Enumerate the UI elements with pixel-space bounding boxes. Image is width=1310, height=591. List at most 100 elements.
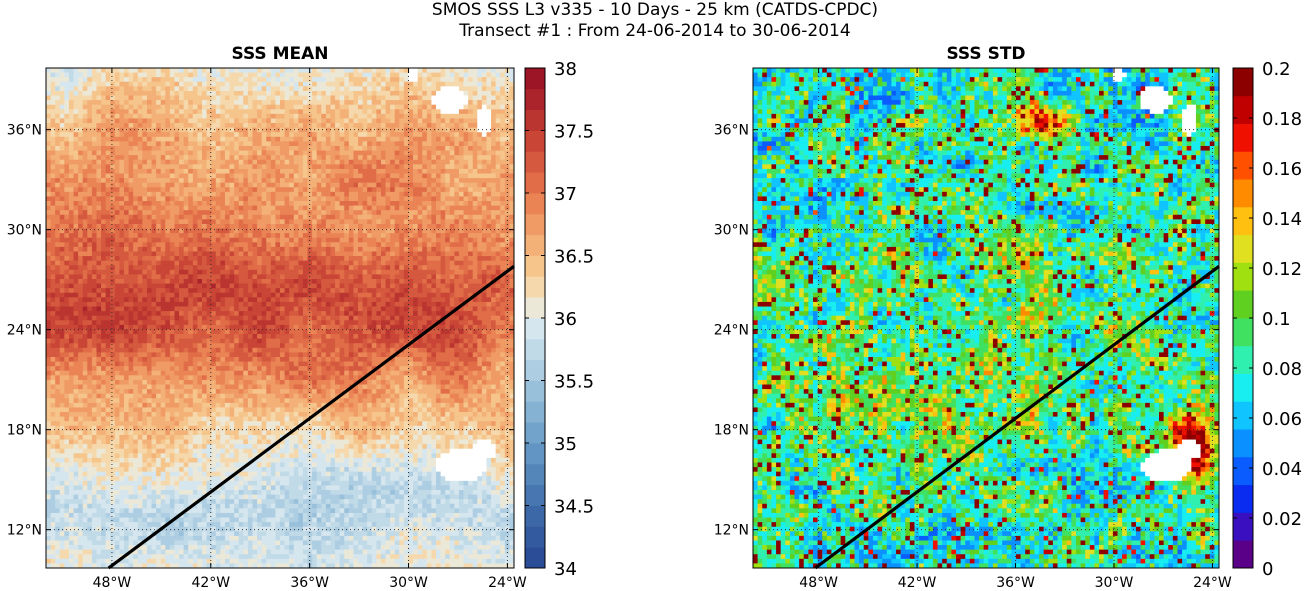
heatmap-cell: [339, 123, 345, 129]
heatmap-cell: [101, 68, 107, 74]
heatmap-cell: [403, 173, 409, 179]
heatmap-cell: [206, 210, 212, 216]
heatmap-cell: [293, 178, 299, 184]
heatmap-cell: [96, 68, 102, 74]
heatmap-cell: [330, 127, 336, 133]
heatmap-cell: [298, 219, 304, 225]
heatmap-cell: [293, 150, 299, 156]
heatmap-cell: [101, 100, 107, 106]
heatmap-cell: [238, 104, 244, 110]
heatmap-cell: [330, 77, 336, 83]
heatmap-cell: [431, 68, 437, 74]
heatmap-cell: [243, 173, 249, 179]
heatmap-cell: [449, 210, 455, 216]
heatmap-cell: [486, 182, 492, 188]
heatmap-cell: [142, 178, 148, 184]
heatmap-cell: [445, 95, 451, 101]
heatmap-cell: [431, 95, 437, 101]
heatmap-cell: [257, 246, 263, 252]
heatmap-cell: [101, 159, 107, 165]
heatmap-cell: [224, 77, 231, 83]
heatmap-cell: [353, 214, 359, 220]
heatmap-cell: [468, 68, 474, 74]
heatmap-cell: [179, 233, 185, 239]
heatmap-cell: [307, 187, 313, 193]
heatmap-cell: [50, 219, 56, 225]
heatmap-cell: [468, 223, 474, 230]
heatmap-cell: [211, 283, 217, 289]
heatmap-cell: [124, 90, 130, 97]
heatmap-cell: [458, 100, 465, 106]
heatmap-cell: [202, 81, 208, 87]
heatmap-cell: [312, 164, 318, 170]
heatmap-cell: [261, 81, 267, 87]
heatmap-cell: [302, 159, 309, 165]
heatmap-cell: [110, 265, 116, 271]
heatmap-cell: [445, 223, 451, 230]
heatmap-cell: [137, 251, 143, 257]
heatmap-cell: [348, 150, 354, 156]
heatmap-cell: [270, 256, 276, 262]
heatmap-cell: [500, 113, 506, 119]
heatmap-cell: [206, 159, 212, 165]
heatmap-cell: [312, 205, 318, 211]
heatmap-cell: [247, 168, 253, 175]
heatmap-cell: [325, 205, 331, 211]
heatmap-cell: [270, 219, 276, 225]
heatmap-cell: [270, 155, 276, 161]
heatmap-cell: [142, 214, 148, 220]
heatmap-cell: [188, 223, 194, 230]
heatmap-cell: [105, 81, 111, 87]
heatmap-cell: [234, 118, 240, 124]
heatmap-cell: [431, 109, 437, 115]
heatmap-cell: [211, 68, 217, 74]
heatmap-cell: [243, 104, 249, 110]
heatmap-cell: [46, 109, 52, 115]
heatmap-cell: [247, 145, 253, 152]
heatmap-cell: [504, 256, 510, 262]
heatmap-cell: [110, 100, 116, 106]
heatmap-cell: [358, 127, 364, 133]
heatmap-cell: [504, 77, 510, 83]
heatmap-cell: [321, 123, 327, 129]
heatmap-cell: [105, 90, 111, 97]
heatmap-cell: [64, 77, 70, 83]
heatmap-cell: [215, 86, 221, 92]
heatmap-cell: [64, 173, 70, 179]
heatmap-cell: [486, 251, 492, 257]
heatmap-cell: [215, 187, 221, 193]
heatmap-cell: [280, 260, 286, 266]
heatmap-cell: [87, 104, 93, 110]
heatmap-cell: [119, 141, 125, 147]
heatmap-cell: [458, 159, 465, 165]
heatmap-cell: [422, 81, 428, 87]
heatmap-cell: [50, 81, 56, 87]
heatmap-cell: [105, 205, 111, 211]
heatmap-cell: [165, 256, 171, 262]
heatmap-cell: [211, 168, 217, 175]
heatmap-cell: [509, 279, 515, 285]
heatmap-cell: [284, 265, 290, 271]
heatmap-cell: [68, 127, 75, 133]
heatmap-cell: [192, 219, 198, 225]
heatmap-cell: [114, 72, 120, 78]
heatmap-cell: [403, 223, 409, 230]
heatmap-cell: [280, 173, 286, 179]
heatmap-cell: [275, 145, 281, 152]
heatmap-cell: [458, 269, 465, 275]
heatmap-cell: [197, 201, 203, 207]
heatmap-cell: [293, 205, 299, 211]
heatmap-cell: [257, 95, 263, 101]
heatmap-cell: [358, 187, 364, 193]
heatmap-cell: [367, 251, 373, 257]
heatmap-cell: [302, 274, 309, 280]
heatmap-cell: [385, 210, 391, 216]
heatmap-cell: [289, 279, 295, 285]
heatmap-cell: [284, 81, 290, 87]
heatmap-cell: [220, 173, 226, 179]
heatmap-cell: [114, 283, 120, 289]
heatmap-cell: [463, 223, 469, 230]
heatmap-cell: [440, 246, 446, 252]
heatmap-cell: [133, 265, 139, 271]
heatmap-cell: [376, 100, 382, 106]
